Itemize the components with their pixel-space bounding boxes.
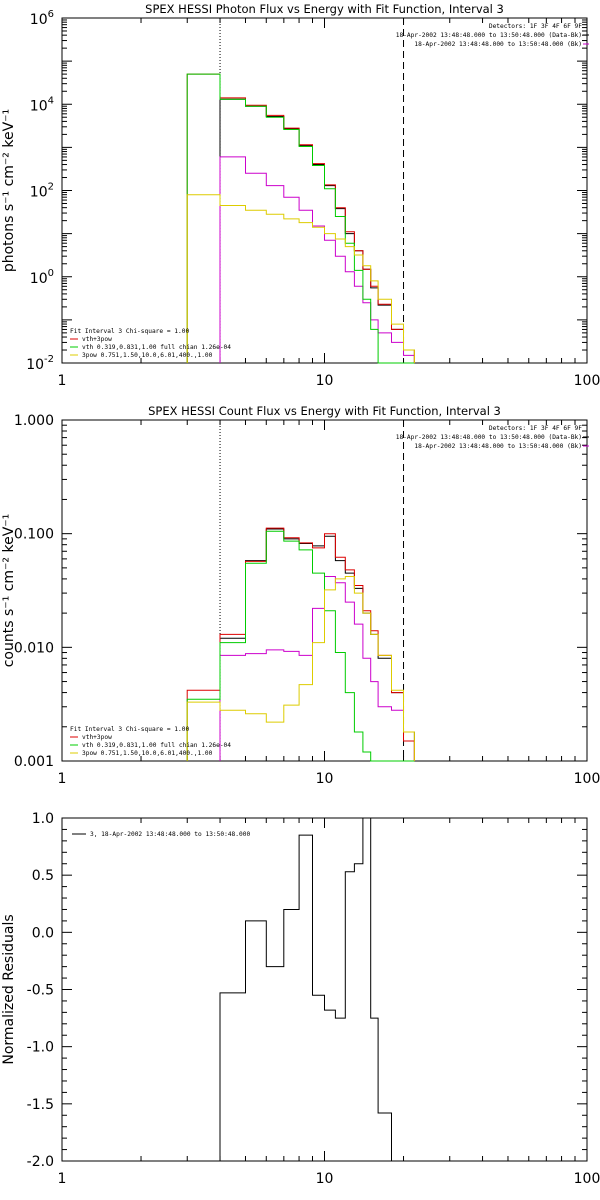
- series-3pow: [186, 576, 415, 761]
- legend-entry: Fit Interval 3 Chi-square = 1.00: [70, 328, 189, 335]
- legend-entry: vth 0.319,0.831,1.00 full chian 1.26e-04: [82, 742, 231, 749]
- y-tick-label: 0.100: [14, 527, 54, 543]
- series-data: [219, 528, 415, 761]
- x-tick-label: 100: [574, 771, 600, 787]
- header-line: 18-Apr-2002 13:48:48.000 to 13:50:48.000…: [396, 434, 582, 441]
- legend-entry: 3, 18-Apr-2002 13:48:48.000 to 13:50:48.…: [90, 831, 250, 838]
- y-tick-label: 0.5: [32, 868, 54, 884]
- series-data: [219, 98, 415, 363]
- legend-entry: vth+3pow: [82, 336, 112, 343]
- series-data-bk: [219, 576, 415, 761]
- x-tick-label: 1: [58, 1171, 67, 1187]
- panel-3: 1 10 100 -2.0 -1.5 -1.0 -0.5 0.0 0.5 1.0 Normalize…: [1, 811, 600, 1187]
- y-tick-label: -2.0: [27, 1154, 54, 1170]
- series-vth: [186, 530, 415, 762]
- legend-entry: vth 0.319,0.831,1.00 full chian 1.26e-04: [82, 344, 231, 351]
- y-tick-label: 1.000: [14, 413, 54, 429]
- y-axis-label: Normalized Residuals: [1, 914, 17, 1064]
- chart-title: SPEX HESSI Photon Flux vs Energy with Fi…: [145, 2, 504, 16]
- series-fit-total: [186, 527, 415, 761]
- x-tick-label: 10: [316, 1171, 334, 1187]
- header-line: 18-Apr-2002 13:48:48.000 to 13:50:48.000…: [414, 41, 582, 48]
- y-tick-label: 100: [30, 268, 54, 287]
- y-tick-label: 102: [30, 182, 54, 201]
- legend-entry: vth+3pow: [82, 734, 112, 741]
- y-tick-label: 106: [30, 9, 54, 28]
- series-data-bk: [219, 156, 415, 363]
- y-tick-label: 0.010: [14, 640, 54, 656]
- plot-frame: [61, 817, 588, 1162]
- chart-title: SPEX HESSI Count Flux vs Energy with Fit…: [148, 404, 501, 418]
- header-line: Detectors: 1F 3F 4F 6F 9F: [489, 425, 582, 432]
- y-tick-label: -1.5: [27, 1097, 54, 1113]
- panel-2: SPEX HESSI Count Flux vs Energy with Fit…: [1, 404, 600, 787]
- series-fit-total: [186, 73, 415, 363]
- y-axis-label: photons s⁻¹ cm⁻² keV⁻¹: [1, 109, 17, 272]
- y-tick-label: 0.0: [32, 925, 54, 941]
- panel-1: SPEX HESSI Photon Flux vs Energy with Fi…: [1, 2, 600, 389]
- x-tick-label: 10: [316, 373, 334, 389]
- x-tick-label: 10: [316, 771, 334, 787]
- header-line: 18-Apr-2002 13:48:48.000 to 13:50:48.000…: [396, 32, 582, 39]
- series-vth: [186, 73, 415, 364]
- series-residuals: [219, 817, 404, 1162]
- series-3pow: [186, 194, 415, 363]
- y-tick-label: -0.5: [27, 983, 54, 999]
- x-tick-label: 100: [574, 1171, 600, 1187]
- y-tick-label: 1.0: [32, 811, 54, 827]
- legend-entry: Fit Interval 3 Chi-square = 1.00: [70, 726, 189, 733]
- y-tick-label: 10-2: [26, 354, 54, 373]
- header-line: 18-Apr-2002 13:48:48.000 to 13:50:48.000…: [414, 443, 582, 450]
- y-tick-label: 104: [30, 95, 54, 114]
- y-tick-label: -1.0: [27, 1040, 54, 1056]
- legend-entry: 3pow 0.751,1.50,10.0,6.01,400.,1.00: [82, 750, 213, 757]
- plot-frame: [61, 17, 588, 364]
- x-tick-label: 1: [58, 771, 67, 787]
- x-tick-label: 1: [58, 373, 67, 389]
- x-tick-label: 100: [574, 373, 600, 389]
- y-axis-label: counts s⁻¹ cm⁻² keV⁻¹: [1, 514, 17, 668]
- y-tick-label: 0.001: [14, 754, 54, 770]
- legend-entry: 3pow 0.751,1.50,10.0,6.01,400.,1.00: [82, 352, 213, 359]
- header-line: Detectors: 1F 3F 4F 6F 9F: [489, 23, 582, 30]
